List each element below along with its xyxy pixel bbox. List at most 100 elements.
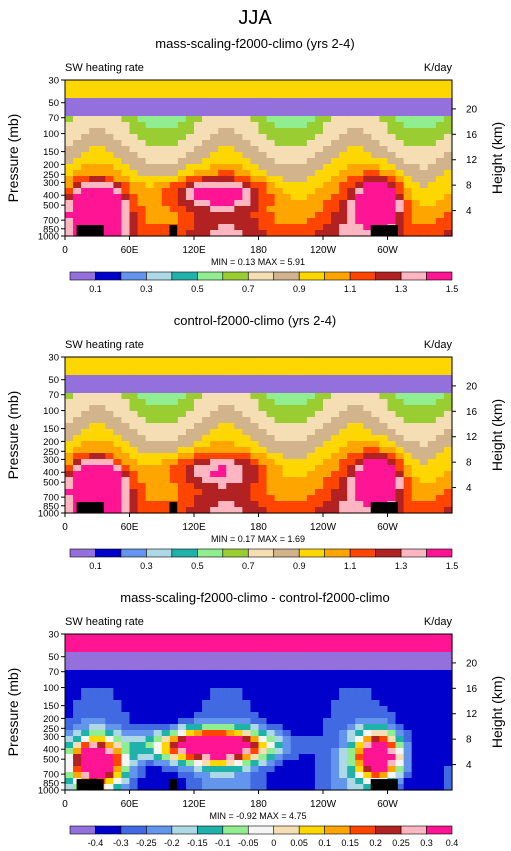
field-cell <box>153 369 163 376</box>
field-cell <box>73 766 82 773</box>
field-cell <box>379 658 389 665</box>
field-cell <box>323 182 332 189</box>
field-cell <box>234 92 243 99</box>
field-cell <box>306 700 316 707</box>
field-cell <box>339 212 348 219</box>
field-cell <box>194 447 203 454</box>
field-cell <box>290 501 300 508</box>
field-cell <box>411 670 421 677</box>
field-cell <box>347 188 356 195</box>
field-cell <box>355 128 364 135</box>
field-cell <box>194 748 203 755</box>
field-cell <box>226 754 235 761</box>
field-cell <box>242 495 252 502</box>
field-cell <box>105 664 114 671</box>
field-cell <box>266 381 276 388</box>
field-cell <box>185 429 195 436</box>
colorbar-swatch <box>349 548 376 558</box>
field-cell <box>234 128 243 135</box>
field-cell <box>258 507 268 514</box>
field-cell <box>419 706 429 713</box>
field-cell <box>323 86 332 93</box>
field-cell <box>121 718 131 725</box>
field-cell <box>226 670 235 677</box>
field-cell <box>194 465 203 472</box>
field-cell <box>137 110 147 117</box>
field-cell <box>185 754 195 761</box>
field-cell <box>306 393 316 400</box>
field-cell <box>169 676 179 683</box>
field-cell <box>290 507 300 514</box>
field-cell <box>250 80 260 87</box>
field-cell <box>129 700 139 707</box>
field-cell <box>355 712 364 719</box>
field-cell <box>105 465 114 472</box>
field-cell <box>419 766 429 773</box>
field-cell <box>274 110 284 117</box>
field-cell <box>169 393 179 400</box>
field-cell <box>105 110 114 117</box>
field-cell <box>387 134 397 141</box>
field-cell <box>210 164 219 171</box>
field-cell <box>427 754 437 761</box>
field-cell <box>282 441 292 448</box>
field-cell <box>290 92 300 99</box>
field-cell <box>403 230 413 237</box>
field-cell <box>177 98 187 105</box>
field-cell <box>274 471 284 478</box>
y-tick-label: 200 <box>43 437 59 448</box>
field-cell <box>443 736 453 743</box>
field-cell <box>314 423 324 430</box>
field-cell <box>137 200 147 207</box>
field-cell <box>202 646 211 653</box>
field-cell <box>411 369 421 376</box>
field-cell <box>242 507 252 514</box>
field-cell <box>331 116 340 123</box>
field-cell <box>226 206 235 213</box>
field-cell <box>194 760 203 767</box>
field-cell <box>290 453 300 460</box>
field-cell <box>177 700 187 707</box>
field-cell <box>153 784 163 791</box>
field-cell <box>161 784 171 791</box>
field-cell <box>306 146 316 153</box>
field-cell <box>403 98 413 105</box>
field-cell <box>218 429 227 436</box>
field-cell <box>282 471 292 478</box>
field-cell <box>403 369 413 376</box>
field-cell <box>266 399 276 406</box>
field-cell <box>218 188 227 195</box>
field-cell <box>250 369 260 376</box>
field-cell <box>347 652 356 659</box>
field-cell <box>443 664 453 671</box>
field-cell <box>298 477 308 484</box>
field-cell <box>202 146 211 153</box>
field-cell <box>169 188 179 195</box>
field-cell <box>242 224 252 231</box>
field-cell <box>371 742 381 749</box>
field-cell <box>419 176 429 183</box>
field-cell <box>387 465 397 472</box>
field-cell <box>411 453 421 460</box>
field-cell <box>137 646 147 653</box>
field-cell <box>65 86 74 93</box>
field-cell <box>274 700 284 707</box>
field-cell <box>250 682 260 689</box>
field-cell <box>266 393 276 400</box>
field-cell <box>258 140 268 147</box>
field-cell <box>282 411 292 418</box>
field-cell <box>339 718 348 725</box>
field-cell <box>427 146 437 153</box>
field-cell <box>443 393 453 400</box>
field-cell <box>113 230 123 237</box>
field-cell <box>314 682 324 689</box>
field-cell <box>266 92 276 99</box>
field-cell <box>250 188 260 195</box>
field-cell <box>105 766 114 773</box>
field-cell <box>226 658 235 665</box>
field-cell <box>347 676 356 683</box>
field-cell <box>419 471 429 478</box>
field-cell <box>290 652 300 659</box>
field-cell <box>363 766 372 773</box>
field-cell <box>306 170 316 177</box>
